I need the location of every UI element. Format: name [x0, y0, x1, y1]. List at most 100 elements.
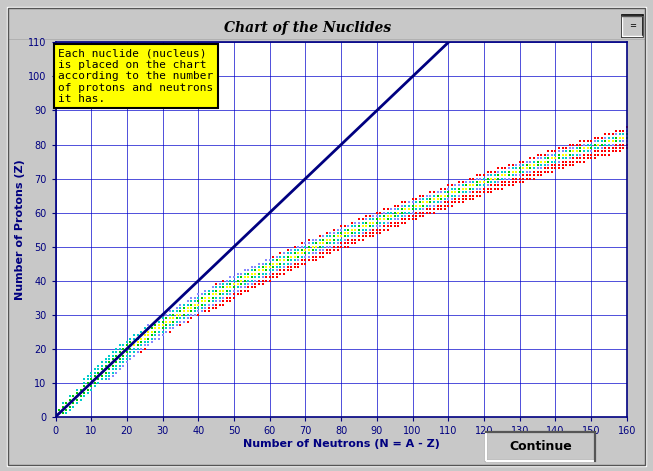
Point [457, 192, 468, 199]
Point [593, 141, 603, 148]
Point [101, 369, 111, 376]
Point [136, 345, 146, 352]
Point [361, 219, 372, 227]
Point [443, 192, 454, 199]
Point [461, 185, 471, 193]
Point [279, 267, 289, 274]
Point [254, 260, 264, 268]
Point [136, 341, 146, 349]
Point [236, 287, 246, 295]
Point [208, 294, 218, 301]
Point [357, 222, 368, 230]
Point [368, 219, 379, 227]
Point [65, 393, 75, 400]
Point [400, 219, 411, 227]
Point [89, 365, 100, 373]
Point [390, 202, 400, 210]
Point [276, 253, 286, 260]
Point [579, 138, 589, 145]
Point [411, 216, 421, 223]
Point [393, 222, 404, 230]
Point [486, 175, 496, 182]
Point [240, 270, 250, 277]
Point [107, 352, 118, 359]
Point [218, 280, 229, 288]
Point [186, 297, 197, 305]
Point [464, 175, 475, 182]
Point [82, 376, 93, 383]
Point [215, 284, 225, 291]
Point [154, 335, 165, 342]
Point [114, 355, 125, 363]
Point [361, 229, 372, 237]
Point [65, 406, 75, 414]
Point [193, 308, 204, 315]
Point [322, 250, 332, 257]
Point [622, 138, 632, 145]
Point [154, 321, 165, 329]
Point [461, 178, 471, 186]
Point [61, 403, 71, 410]
Point [518, 178, 528, 186]
Point [590, 138, 600, 145]
Point [622, 141, 632, 148]
Point [511, 171, 521, 179]
Point [507, 161, 518, 169]
Point [118, 352, 129, 359]
Point [536, 151, 547, 158]
Point [293, 243, 304, 251]
Point [614, 130, 625, 138]
Point [504, 168, 515, 176]
Point [364, 226, 375, 234]
Point [575, 151, 586, 158]
Point [490, 182, 500, 189]
Point [457, 195, 468, 203]
Point [211, 280, 221, 288]
Point [561, 151, 571, 158]
Point [189, 311, 200, 318]
Point [486, 168, 496, 176]
Point [361, 233, 372, 240]
Point [550, 161, 561, 169]
Point [457, 182, 468, 189]
Point [111, 365, 121, 373]
Point [197, 297, 207, 305]
Point [425, 192, 436, 199]
Point [179, 318, 189, 325]
Point [296, 260, 307, 268]
Point [189, 297, 200, 305]
Point [547, 154, 557, 162]
Point [304, 250, 314, 257]
Point [101, 365, 111, 373]
Point [418, 195, 428, 203]
Point [211, 287, 221, 295]
Point [618, 134, 629, 141]
Point [432, 202, 443, 210]
Point [504, 175, 515, 182]
Point [404, 216, 414, 223]
Point [86, 382, 97, 390]
Point [175, 308, 185, 315]
Point [264, 277, 275, 284]
Point [57, 403, 68, 410]
Point [118, 358, 129, 366]
Point [357, 219, 368, 227]
Point [208, 291, 218, 298]
Point [97, 365, 107, 373]
Point [457, 185, 468, 193]
Point [393, 202, 404, 210]
Point [289, 260, 300, 268]
Point [111, 349, 121, 356]
Point [268, 253, 279, 260]
Point [257, 274, 268, 281]
Point [121, 355, 132, 363]
Point [525, 164, 535, 172]
Point [347, 236, 357, 244]
Point [364, 216, 375, 223]
Point [229, 274, 239, 281]
Point [515, 178, 525, 186]
Point [407, 205, 418, 213]
Point [286, 263, 296, 271]
Point [308, 246, 318, 254]
Point [264, 260, 275, 268]
